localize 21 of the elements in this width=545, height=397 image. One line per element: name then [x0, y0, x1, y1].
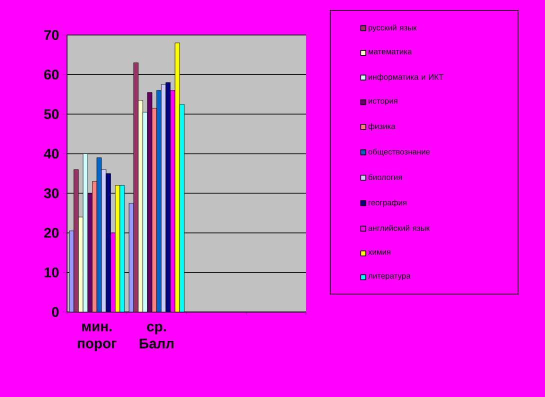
y-tick-label: 60: [44, 70, 59, 80]
y-tick-label: 40: [44, 148, 59, 159]
legend-label: биология: [368, 174, 402, 180]
y-tick-label: 70: [44, 30, 59, 40]
legend-label: английский язык: [368, 224, 430, 231]
legend-label: обществознание: [368, 148, 430, 156]
y-tick-label: 30: [44, 188, 59, 198]
legend-label: информатика и ИКТ: [368, 74, 444, 82]
x-tick-label: мин. порог: [78, 324, 116, 352]
legend-label: история: [368, 99, 398, 106]
y-tick-label: 20: [44, 228, 59, 238]
y-tick-label: 0: [52, 307, 59, 317]
legend-label: математика: [368, 50, 412, 54]
legend-label: русский язык: [368, 24, 417, 32]
y-tick-label: 10: [44, 267, 59, 278]
legend-label: физика: [368, 123, 396, 131]
y-tick-label: 50: [44, 109, 59, 120]
legend-label: литература: [368, 274, 411, 280]
legend-label: география: [368, 200, 406, 208]
x-tick-label: ср. Балл: [140, 324, 174, 348]
legend-label: химия: [368, 250, 390, 255]
